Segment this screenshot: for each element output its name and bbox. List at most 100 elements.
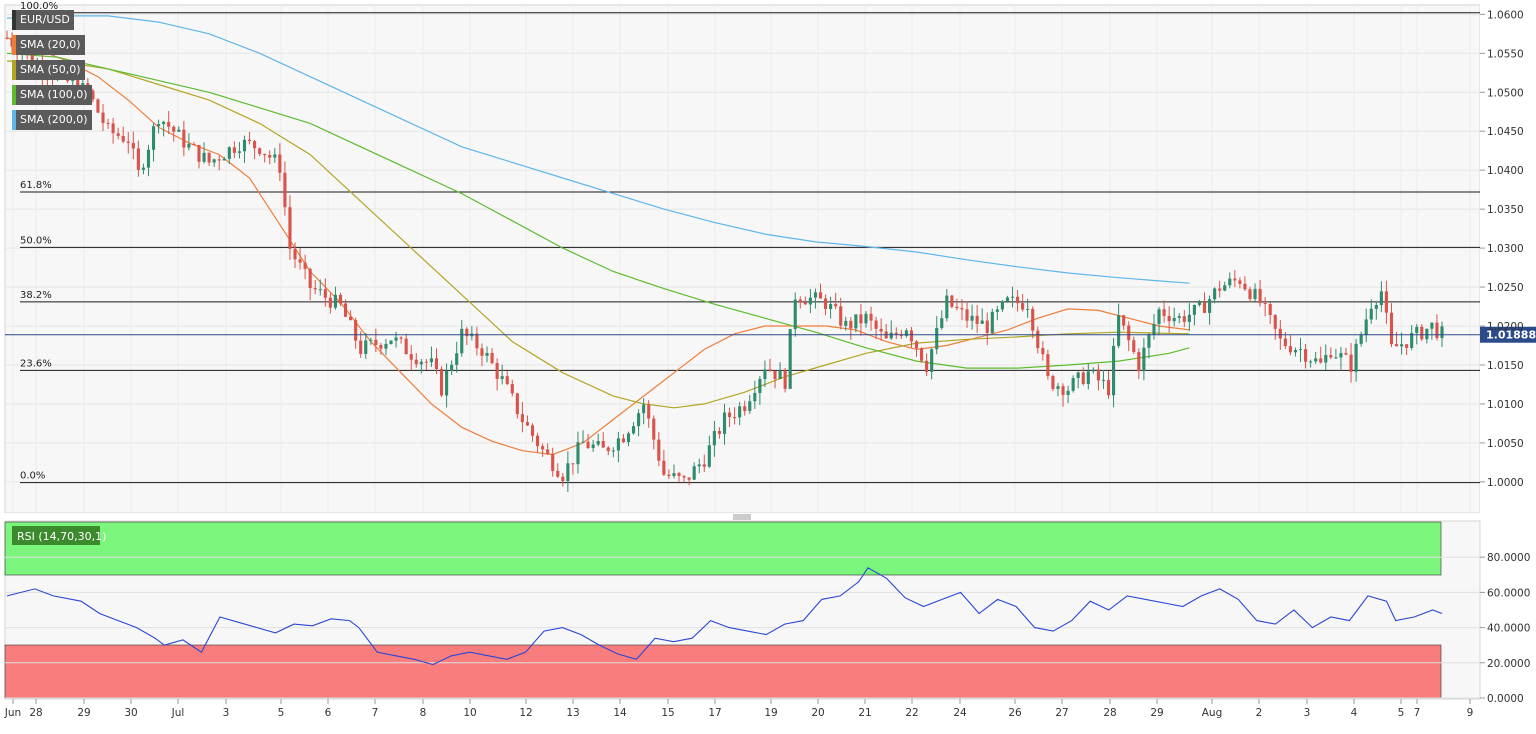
candle-body bbox=[515, 393, 519, 415]
candle-body bbox=[611, 450, 615, 452]
candle-body bbox=[1384, 291, 1388, 313]
candle-body bbox=[242, 139, 247, 152]
candle-body bbox=[808, 297, 812, 305]
candle-body bbox=[1410, 333, 1414, 348]
candle-body bbox=[925, 360, 929, 372]
candle-body bbox=[768, 369, 772, 371]
candle-body bbox=[364, 340, 368, 354]
candle-body bbox=[303, 262, 307, 269]
price-tick-label: 1.0300 bbox=[1487, 243, 1524, 255]
candle-body bbox=[551, 453, 555, 471]
candle-body bbox=[495, 363, 499, 379]
candle-body bbox=[1394, 344, 1399, 347]
candle-body bbox=[1374, 305, 1378, 309]
candle-body bbox=[793, 299, 797, 330]
candle-body bbox=[990, 311, 994, 333]
rsi-grid bbox=[5, 556, 1480, 699]
panel-divider[interactable] bbox=[0, 513, 1536, 520]
candle-body bbox=[96, 99, 100, 113]
candle-body bbox=[1339, 353, 1343, 358]
legend-swatch bbox=[12, 10, 16, 30]
candle-body bbox=[1238, 280, 1242, 284]
candle-body bbox=[596, 441, 600, 445]
candle-body bbox=[1354, 343, 1358, 372]
x-tick-label: 17 bbox=[708, 707, 721, 719]
candle-body bbox=[283, 172, 287, 208]
candle-body bbox=[773, 370, 777, 380]
divider-grip-icon[interactable] bbox=[733, 514, 751, 520]
candle-body bbox=[1162, 309, 1166, 316]
candle-body bbox=[1182, 316, 1186, 322]
candle-body bbox=[1298, 349, 1303, 351]
candle-body bbox=[919, 348, 924, 361]
candle-body bbox=[343, 303, 348, 317]
price-tick-label: 1.0400 bbox=[1487, 165, 1524, 177]
candle-body bbox=[273, 154, 277, 158]
candle-body bbox=[151, 126, 156, 150]
candle-body bbox=[1061, 386, 1065, 395]
candle-body bbox=[328, 297, 332, 308]
rsi-series-line bbox=[6, 567, 1443, 666]
x-tick-label: 21 bbox=[858, 707, 871, 719]
x-tick-label: Jun bbox=[4, 707, 21, 719]
candle-body bbox=[354, 320, 358, 341]
candle-body bbox=[1066, 390, 1070, 395]
candle-body bbox=[778, 370, 782, 380]
candle-body bbox=[1127, 325, 1131, 341]
candle-body bbox=[682, 475, 686, 478]
candle-body bbox=[965, 309, 969, 321]
candle-body bbox=[1197, 302, 1202, 305]
candle-body bbox=[1268, 303, 1272, 315]
x-tick-label: 20 bbox=[811, 707, 824, 719]
candle-body bbox=[485, 353, 489, 356]
candle-body bbox=[530, 425, 535, 436]
legend-item[interactable]: EUR/USD bbox=[12, 10, 92, 30]
candle-body bbox=[1031, 308, 1035, 331]
legend-item[interactable]: SMA (200,0) bbox=[12, 110, 92, 130]
candle-body bbox=[1425, 328, 1429, 340]
candle-body bbox=[950, 295, 954, 307]
candle-body bbox=[30, 53, 34, 65]
x-tick-label: 28 bbox=[29, 707, 42, 719]
legend-item[interactable]: SMA (100,0) bbox=[12, 85, 92, 105]
candle-body bbox=[647, 404, 651, 419]
price-tick-label: 1.0450 bbox=[1487, 126, 1524, 138]
candle-body bbox=[535, 435, 540, 447]
candle-body bbox=[677, 473, 681, 476]
candle-body bbox=[753, 392, 757, 402]
price-tick-label: 1.0150 bbox=[1487, 360, 1524, 372]
legend-label: SMA (50,0) bbox=[16, 60, 85, 80]
candle-body bbox=[914, 341, 919, 349]
candle-body bbox=[455, 353, 459, 365]
price-axis-area bbox=[1480, 5, 1536, 513]
candle-body bbox=[829, 304, 833, 309]
candle-body bbox=[434, 358, 439, 370]
candle-body bbox=[1122, 315, 1126, 326]
legend-item[interactable]: SMA (20,0) bbox=[12, 35, 92, 55]
x-tick-label: 6 bbox=[325, 707, 332, 719]
candle-body bbox=[439, 369, 444, 396]
legend-swatch bbox=[12, 110, 16, 130]
legend-item[interactable]: SMA (50,0) bbox=[12, 60, 92, 80]
candle-body bbox=[879, 328, 883, 332]
candle-body bbox=[1359, 334, 1363, 344]
rsi-overbought-zone bbox=[4, 521, 1442, 576]
x-tick-label: 29 bbox=[77, 707, 90, 719]
candle-body bbox=[500, 376, 504, 379]
candle-body bbox=[813, 292, 818, 298]
candle-body bbox=[1041, 348, 1045, 355]
candle-body bbox=[1400, 344, 1404, 347]
candle-body bbox=[1086, 371, 1090, 385]
fib-level-label: 23.6% bbox=[20, 358, 52, 369]
legend-label: SMA (100,0) bbox=[16, 85, 92, 105]
candle-body bbox=[576, 442, 580, 465]
legend-swatch bbox=[12, 35, 16, 55]
candle-body bbox=[692, 466, 696, 480]
candle-body bbox=[1152, 323, 1156, 335]
candle-body bbox=[1364, 319, 1368, 335]
candle-body bbox=[1379, 291, 1383, 306]
candle-body bbox=[1334, 357, 1338, 359]
candle-body bbox=[394, 337, 398, 341]
candle-body bbox=[465, 328, 469, 337]
